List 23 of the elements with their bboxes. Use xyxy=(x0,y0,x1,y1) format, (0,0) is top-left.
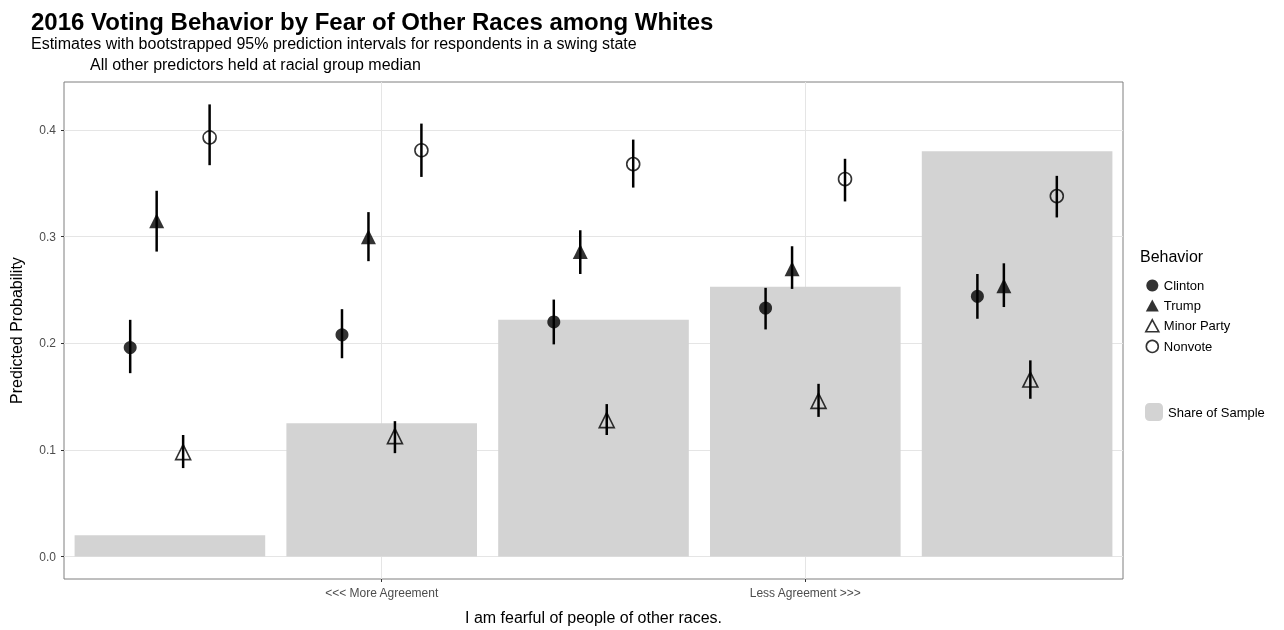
legend-label: Minor Party xyxy=(1163,318,1231,334)
chart-subtitle: Estimates with bootstrapped 95% prediction intervals for respondents in a swing state xyxy=(31,34,637,52)
bar xyxy=(74,535,266,557)
x-tick-label: <<< More Agreement xyxy=(325,586,439,600)
bar xyxy=(498,319,689,557)
legend-label: Nonvote xyxy=(1163,338,1213,354)
y-tick-label: 0.2 xyxy=(39,336,57,351)
legend-title: Behavior xyxy=(1140,247,1204,265)
x-axis-title: I am fearful of people of other races. xyxy=(464,608,723,626)
bar xyxy=(709,286,901,557)
bar xyxy=(286,423,478,557)
y-tick-label: 0.1 xyxy=(39,442,57,457)
legend-label: Clinton xyxy=(1163,278,1205,293)
text: All other predictors held at racial group median xyxy=(90,55,421,73)
y-tick-label: 0.4 xyxy=(39,122,57,137)
y-tick-label: 0.0 xyxy=(39,549,57,564)
chart-title: 2016 Voting Behavior by Fear of Other Races among Whites xyxy=(31,7,714,35)
legend-label: Share of Sample xyxy=(1168,404,1265,420)
y-tick-label: 0.3 xyxy=(39,229,57,244)
x-tick-label: Less Agreement >>> xyxy=(749,586,861,600)
y-axis-title: Predicted Probability xyxy=(7,257,25,404)
legend-label: Trump xyxy=(1163,298,1201,313)
bar xyxy=(921,151,1113,557)
